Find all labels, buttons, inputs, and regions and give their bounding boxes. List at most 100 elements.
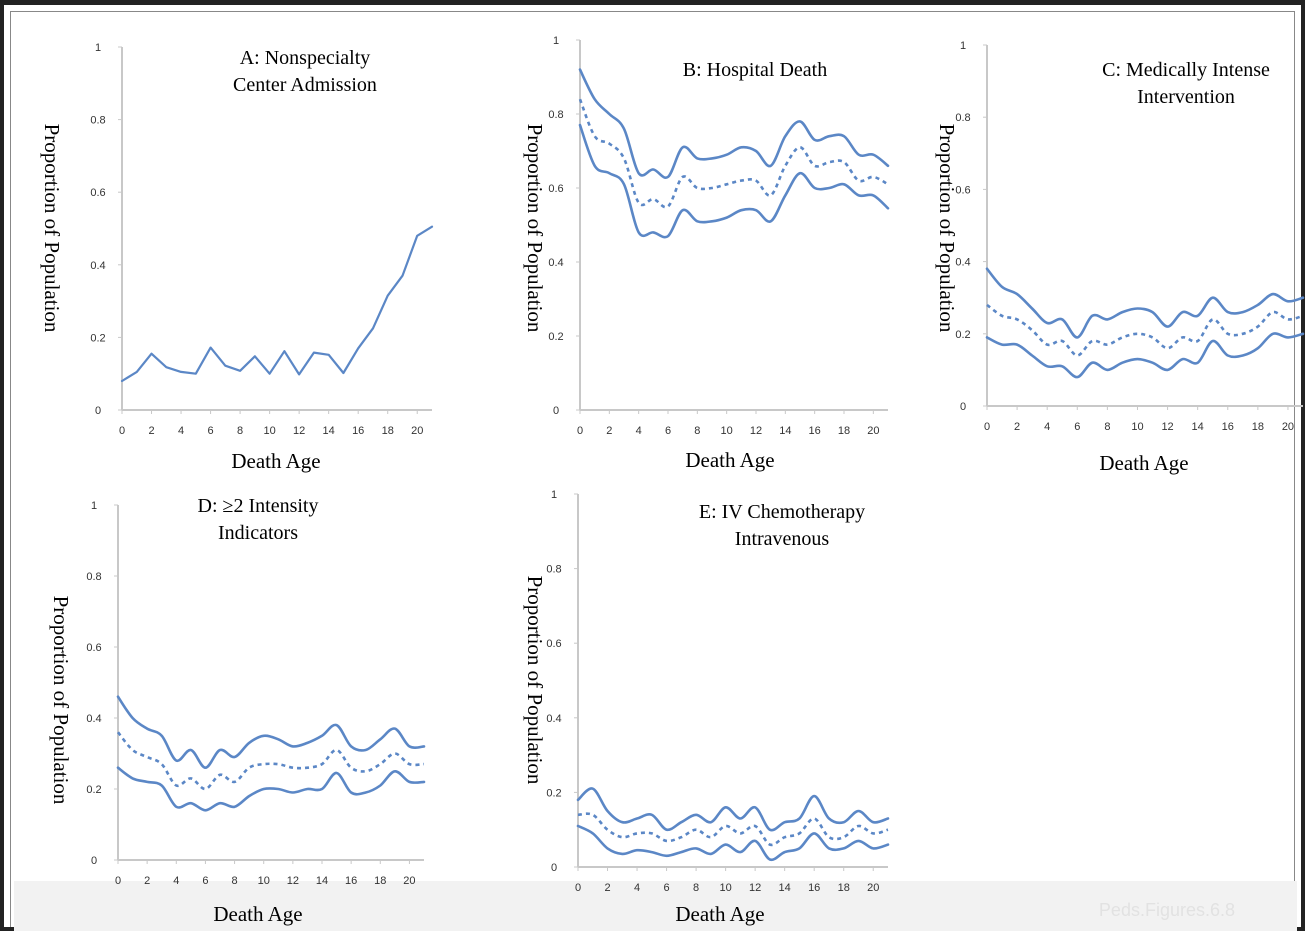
x-tick-label: 4 [1044, 421, 1050, 433]
x-tick-label: 0 [115, 875, 121, 887]
chart-title-line: Indicators [218, 522, 298, 544]
x-tick-label: 20 [411, 425, 423, 437]
x-tick-label: 12 [1161, 421, 1173, 433]
y-tick-label: 0 [553, 405, 559, 417]
y-tick-label: 1 [960, 40, 966, 52]
series-line-2 [578, 98, 889, 209]
x-tick-label: 0 [575, 882, 581, 894]
x-tick-label: 0 [119, 425, 125, 437]
x-tick-label: 14 [779, 425, 791, 437]
x-tick-label: 20 [867, 882, 879, 894]
chart-title-line: Center Admission [233, 74, 377, 96]
y-axis-label: Proportion of Population [523, 576, 547, 785]
x-axis-label: Death Age [1099, 451, 1188, 475]
x-tick-label: 10 [721, 425, 733, 437]
y-tick-label: 1 [91, 500, 97, 512]
chart-title: C: Medically Intense Intervention [1102, 59, 1270, 108]
y-tick-label: 0.4 [548, 257, 563, 269]
x-axis-label: Death Age [213, 902, 302, 926]
x-tick-label: 4 [634, 882, 640, 894]
x-tick-label: 12 [293, 425, 305, 437]
x-tick-label: 6 [208, 425, 214, 437]
x-tick-label: 16 [352, 425, 364, 437]
x-tick-label: 16 [808, 882, 820, 894]
y-tick-label: 1 [553, 35, 559, 47]
y-axis-label: Proportion of Population [935, 124, 959, 333]
y-tick-label: 0.6 [86, 642, 101, 654]
x-tick-label: 20 [403, 875, 415, 887]
x-tick-label: 20 [1282, 421, 1294, 433]
x-tick-label: 12 [749, 882, 761, 894]
x-tick-label: 14 [323, 425, 335, 437]
y-axis-label: Proportion of Population [523, 124, 547, 333]
y-tick-label: 0.2 [546, 787, 561, 799]
series-line-1 [120, 225, 434, 383]
x-tick-label: 18 [838, 425, 850, 437]
y-tick-label: 0 [91, 855, 97, 867]
x-tick-label: 6 [1074, 421, 1080, 433]
y-tick-label: 0.8 [90, 115, 105, 127]
x-tick-label: 10 [263, 425, 275, 437]
series-line-2 [986, 303, 1304, 357]
y-tick-label: 0.8 [955, 112, 970, 124]
x-tick-label: 6 [202, 875, 208, 887]
y-tick-label: 0 [95, 405, 101, 417]
y-tick-label: 0.8 [548, 109, 563, 121]
x-tick-label: 20 [867, 425, 879, 437]
x-tick-label: 10 [1131, 421, 1143, 433]
chart-title-line: E: IV Chemotherapy [699, 501, 865, 523]
series-line-3 [116, 766, 426, 812]
y-axis-label: Proportion of Population [49, 596, 73, 805]
x-tick-label: 18 [382, 425, 394, 437]
y-tick-label: 0.4 [955, 257, 970, 269]
y-tick-label: 1 [551, 489, 557, 501]
series-line-3 [578, 123, 890, 239]
y-tick-label: 0.4 [86, 713, 101, 725]
x-tick-label: 18 [1252, 421, 1264, 433]
y-tick-label: 0.2 [955, 329, 970, 341]
x-tick-label: 2 [144, 875, 150, 887]
chart-title-line: D: ≥2 Intensity [198, 495, 319, 517]
chart-title-line: C: Medically Intense [1102, 59, 1270, 81]
series-line-1 [985, 267, 1305, 339]
y-tick-label: 0 [960, 401, 966, 413]
x-tick-label: 4 [178, 425, 184, 437]
caption-band [14, 881, 1297, 931]
y-tick-label: 1 [95, 42, 101, 54]
x-axis-label: Death Age [685, 448, 774, 472]
y-tick-label: 0.2 [86, 784, 101, 796]
series-line-1 [576, 787, 890, 832]
x-tick-label: 16 [1222, 421, 1234, 433]
x-tick-label: 8 [693, 882, 699, 894]
series-line-2 [577, 812, 889, 847]
chart-title: D: ≥2 Intensity Indicators [198, 495, 319, 544]
chart-title: A: Nonspecialty Center Admission [233, 47, 377, 96]
series-line-3 [576, 824, 890, 862]
x-tick-label: 10 [258, 875, 270, 887]
x-tick-label: 16 [809, 425, 821, 437]
panel-c: 00.20.40.60.810 2 4 6 8 10 12 14 16 18 20C: Medica… [935, 40, 1305, 475]
y-tick-label: 0.4 [90, 260, 105, 272]
series-line-1 [116, 695, 426, 769]
x-tick-label: 14 [316, 875, 328, 887]
chart-title: E: IV Chemotherapy Intravenous [699, 501, 865, 550]
x-tick-label: 12 [750, 425, 762, 437]
x-tick-label: 18 [374, 875, 386, 887]
y-tick-label: 0.6 [548, 183, 563, 195]
x-axis-label: Death Age [231, 449, 320, 473]
series-line-1 [578, 68, 890, 179]
y-tick-label: 0.6 [90, 187, 105, 199]
x-tick-label: 4 [173, 875, 179, 887]
x-tick-label: 16 [345, 875, 357, 887]
chart-title-line: B: Hospital Death [683, 59, 827, 81]
y-tick-label: 0.2 [90, 332, 105, 344]
chart-title-line: Intravenous [735, 528, 830, 550]
x-tick-label: 8 [237, 425, 243, 437]
y-tick-label: 0 [551, 862, 557, 874]
x-tick-label: 8 [694, 425, 700, 437]
series-line-3 [985, 332, 1305, 379]
panel-d: 00.20.40.60.810 2 4 6 8 10 12 14 16 18 20D: ≥2 Int… [49, 495, 426, 926]
chart-title-line: A: Nonspecialty [240, 47, 371, 69]
x-tick-label: 10 [719, 882, 731, 894]
